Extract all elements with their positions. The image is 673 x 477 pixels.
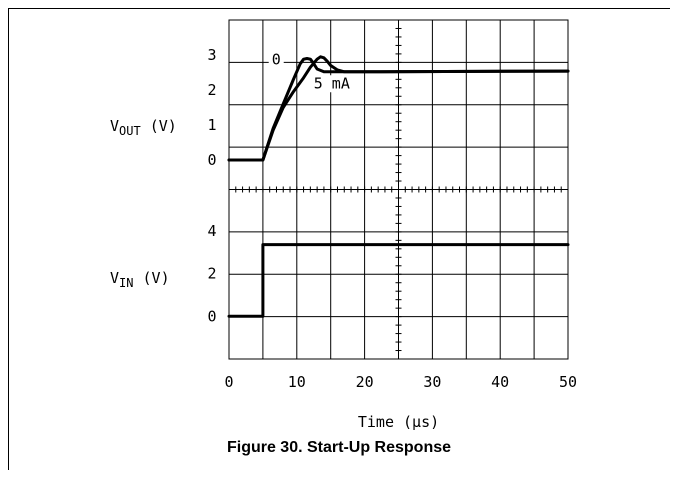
series-line-vout-5mA (227, 55, 570, 162)
figure-caption: Figure 30. Start-Up Response (226, 439, 452, 456)
y-tick-label: 2 (207, 81, 216, 99)
x-tick-label: 20 (356, 373, 374, 391)
series-line-vin (227, 243, 570, 318)
y-tick-label: 2 (207, 265, 216, 283)
x-tick-label: 0 (224, 373, 233, 391)
x-tick-label: 30 (423, 373, 441, 391)
y-tick-label: 3 (207, 46, 216, 64)
series-annotation: 5 mA (314, 74, 350, 92)
annotation-bg (268, 51, 284, 69)
y-axis-label-vin: VIN (V) (110, 269, 170, 290)
y-tick-label: 0 (207, 151, 216, 169)
y-tick-label: 1 (207, 116, 216, 134)
x-tick-label: 50 (559, 373, 577, 391)
y-axis-label-vout: VOUT (V) (110, 117, 177, 138)
series-annotation: 0 (272, 50, 281, 68)
grid (228, 19, 569, 360)
x-tick-label: 40 (491, 373, 509, 391)
page-frame-top-rule (8, 8, 670, 9)
x-tick-label: 10 (288, 373, 306, 391)
y-tick-label: 4 (207, 222, 216, 240)
series-layer (227, 55, 570, 318)
labels: 0 1 2 3 VOUT (V) 0 2 4 VIN (V) 0 10 20 30 40 50 Time (μ… (110, 46, 577, 431)
y-tick-label: 0 (207, 307, 216, 325)
page-frame-left-rule (8, 8, 9, 470)
x-axis-label: Time (μs) (358, 413, 439, 431)
annotation-bg (310, 75, 353, 93)
